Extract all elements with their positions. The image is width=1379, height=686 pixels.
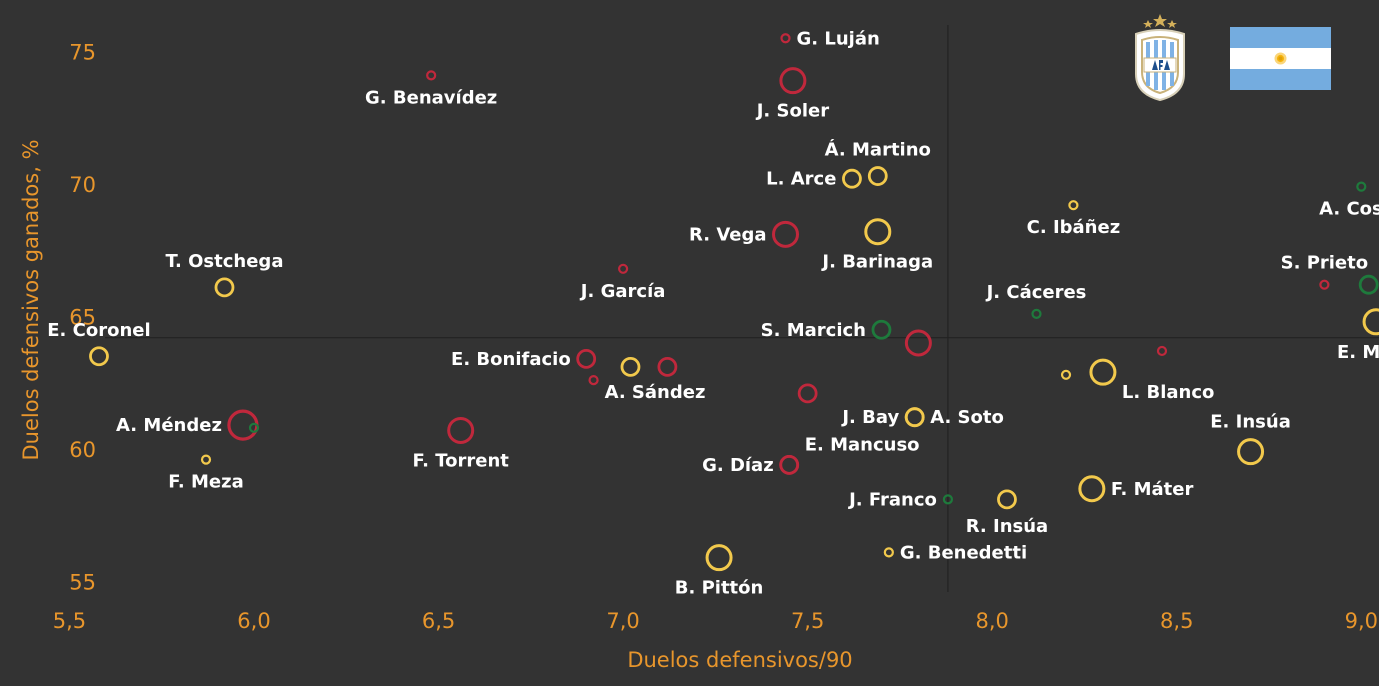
data-point <box>842 168 862 189</box>
data-point <box>576 348 597 369</box>
point-label: C. Ibáñez <box>1027 217 1121 238</box>
point-label: A. Méndez <box>116 415 222 436</box>
data-point <box>1358 274 1379 295</box>
data-point <box>997 489 1017 510</box>
y-axis-ticks: 55 60 65 70 75 <box>69 41 96 595</box>
point-label: L. Arce <box>766 169 836 190</box>
point-label: Á. Martino <box>825 139 931 161</box>
point-label: F. Torrent <box>413 450 510 471</box>
data-point <box>620 356 641 377</box>
point-label: R. Vega <box>689 224 766 245</box>
data-point <box>779 454 800 475</box>
data-point <box>89 346 109 367</box>
point-label: L. Blanco <box>1122 382 1214 403</box>
x-tick-label: 8,0 <box>975 609 1008 633</box>
point-label: E. Mancuso <box>805 434 920 455</box>
x-tick-label: 6,5 <box>422 609 455 633</box>
data-point <box>942 494 954 505</box>
data-point <box>657 356 678 377</box>
point-label: F. Máter <box>1111 479 1194 500</box>
data-point <box>904 407 925 428</box>
data-point <box>1078 475 1106 503</box>
y-tick-label: 60 <box>69 438 96 462</box>
data-point <box>1068 200 1079 211</box>
y-tick-label: 65 <box>69 306 96 330</box>
point-label: E. Insúa <box>1210 412 1291 433</box>
y-tick-label: 55 <box>69 571 96 595</box>
data-point <box>1362 308 1379 336</box>
point-label: G. Benedetti <box>900 542 1027 563</box>
data-points <box>89 33 1379 572</box>
data-point <box>864 218 892 246</box>
point-label: E. Bonifacio <box>451 349 571 370</box>
point-label: E. Coronel <box>47 320 150 341</box>
x-tick-label: 8,5 <box>1160 609 1193 633</box>
data-point <box>705 544 733 572</box>
point-label: A. Soto <box>930 407 1004 428</box>
data-point <box>871 319 892 340</box>
point-label: A. Sández <box>605 382 706 403</box>
point-label: R. Insúa <box>966 516 1049 537</box>
y-tick-label: 70 <box>69 173 96 197</box>
point-label: J. Soler <box>755 101 830 122</box>
point-label: T. Ostchega <box>165 251 283 272</box>
data-point <box>904 329 932 357</box>
x-tick-label: 7,5 <box>791 609 824 633</box>
data-point <box>1237 438 1265 466</box>
data-point <box>1356 181 1367 192</box>
point-labels: G. Luján G. Benavídez J. Soler Á. Martino L.… <box>47 28 1379 598</box>
data-point <box>1319 279 1330 290</box>
x-tick-label: 9,0 <box>1345 609 1378 633</box>
data-point <box>588 375 599 386</box>
data-point <box>780 33 791 44</box>
data-point <box>617 263 629 274</box>
reference-lines <box>105 25 1379 592</box>
point-label: G. Benavídez <box>365 87 497 108</box>
point-label: G. Luján <box>797 28 880 49</box>
data-point <box>1089 358 1117 386</box>
point-label: J. Barinaga <box>820 252 933 273</box>
x-axis-label: Duelos defensivos/90 <box>627 648 852 672</box>
data-point <box>447 416 475 444</box>
point-label: J. Bay <box>840 407 899 428</box>
data-point <box>867 166 888 186</box>
x-tick-label: 5,5 <box>53 609 86 633</box>
x-tick-label: 6,0 <box>237 609 270 633</box>
data-point <box>200 454 212 465</box>
x-tick-label: 7,0 <box>606 609 639 633</box>
point-label: E. Meza <box>1337 342 1379 363</box>
point-label: B. Pittón <box>675 578 764 599</box>
data-point <box>1060 369 1072 380</box>
data-point <box>1156 345 1168 357</box>
x-axis-ticks: 5,56,06,57,07,58,08,59,09,510,010,511,01… <box>53 609 1378 633</box>
y-tick-label: 75 <box>69 41 96 65</box>
point-label: J. García <box>579 281 666 302</box>
point-label: J. Franco <box>847 489 937 510</box>
data-point <box>214 277 235 298</box>
argentina-flag-icon <box>1230 27 1331 90</box>
point-label: S. Marcich <box>761 320 866 341</box>
data-point <box>772 220 800 248</box>
data-point <box>779 67 807 95</box>
point-label: F. Meza <box>168 472 244 493</box>
point-label: J. Cáceres <box>985 282 1087 303</box>
data-point <box>1031 308 1042 319</box>
point-label: A. Costa <box>1319 199 1379 220</box>
data-point <box>248 422 260 433</box>
point-label: S. Prieto <box>1281 253 1369 274</box>
data-point <box>797 383 818 404</box>
data-point <box>883 547 894 558</box>
data-point <box>426 70 437 81</box>
afa-crest-logo <box>1135 14 1185 102</box>
point-label: G. Díaz <box>702 455 774 476</box>
y-axis-label: Duelos defensivos ganados, % <box>19 139 43 460</box>
